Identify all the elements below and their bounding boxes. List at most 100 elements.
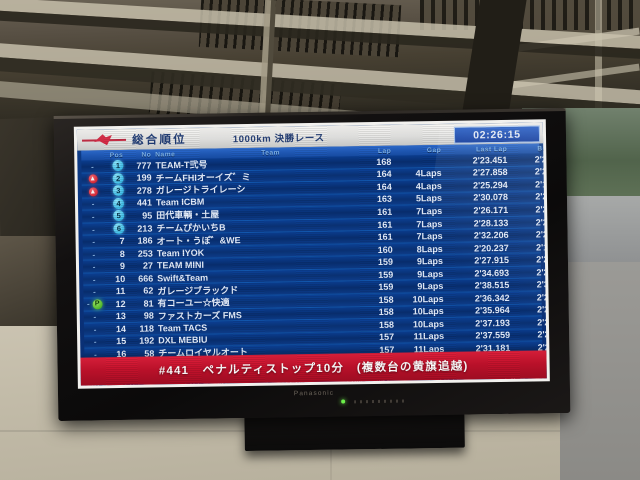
penalty-message: ペナルティストップ10分 (複数台の黄旗追越) bbox=[202, 360, 469, 377]
cell-pos: 14 bbox=[115, 323, 127, 334]
cell-team bbox=[263, 262, 359, 264]
row-indicator bbox=[82, 174, 104, 184]
cell-car-number: 666 bbox=[138, 273, 154, 284]
tv-control-buttons[interactable] bbox=[354, 399, 407, 404]
col-head-last-lap: Last Lap bbox=[476, 145, 508, 153]
col-head-best-lap: Best Lap bbox=[537, 144, 547, 152]
power-led-icon bbox=[341, 399, 346, 404]
cell-car-number: 186 bbox=[137, 235, 153, 246]
cell-pos: 4 bbox=[104, 197, 125, 210]
cell-pos: 5 bbox=[104, 210, 125, 222]
cell-team bbox=[262, 175, 358, 177]
cell-lap: 157 bbox=[379, 332, 395, 343]
position-badge: 2 bbox=[112, 172, 124, 184]
cell-last-lap: 2'27.858 bbox=[472, 167, 508, 178]
cell-car-number: 278 bbox=[136, 185, 152, 196]
cell-best-lap: 2'24.716 bbox=[536, 304, 547, 315]
cell-car-number: 95 bbox=[142, 210, 153, 221]
cell-car-number: 777 bbox=[136, 160, 152, 171]
cell-gap: 8Laps bbox=[416, 243, 443, 254]
race-subtitle: 1000km 決勝レース bbox=[232, 132, 325, 145]
position-badge: 3 bbox=[112, 185, 124, 197]
cell-lap: 161 bbox=[377, 206, 393, 217]
cell-entrant-name: Swift&Team bbox=[157, 272, 209, 284]
cell-pos: 8 bbox=[119, 248, 125, 259]
col-head-team: Team bbox=[261, 148, 281, 157]
cell-lap: 161 bbox=[377, 231, 393, 243]
cell-gap: 10Laps bbox=[412, 293, 444, 305]
penalty-car-number: #441 bbox=[158, 364, 190, 378]
cell-car-number: 199 bbox=[136, 172, 152, 184]
cell-pos: 11 bbox=[115, 286, 126, 297]
cell-last-lap: 2'37.193 bbox=[475, 317, 511, 329]
cell-best-lap: 2'25.082 bbox=[536, 291, 547, 303]
cell-car-number: 441 bbox=[136, 197, 153, 209]
cell-best-lap: 2'24.863 bbox=[535, 203, 547, 215]
cell-lap: 159 bbox=[378, 281, 394, 293]
cell-car-number: 213 bbox=[137, 223, 153, 234]
cell-last-lap: 2'25.294 bbox=[473, 179, 508, 191]
cell-best-lap: 2'23.051 bbox=[536, 266, 547, 278]
cell-pos: 6 bbox=[104, 222, 125, 235]
cell-best-lap: 2'18.592 bbox=[535, 178, 547, 190]
cell-lap: 164 bbox=[376, 181, 392, 192]
cell-entrant-name: オート・うぽ゛&WE bbox=[156, 234, 241, 246]
cell-gap: 4Laps bbox=[415, 180, 442, 192]
row-indicator: - bbox=[93, 337, 97, 347]
screen-frame: 総合順位 1000km 決勝レース 02:26:15 Pos No Name T… bbox=[73, 119, 550, 389]
cell-lap: 159 bbox=[378, 269, 394, 280]
cell-pos: 12 bbox=[115, 298, 126, 309]
cell-team bbox=[262, 200, 358, 202]
cell-pos: 10 bbox=[115, 273, 126, 284]
cell-car-number: 62 bbox=[143, 285, 154, 296]
television: Panasonic 総合順位 1000km 決勝レース 02:26:15 bbox=[53, 107, 571, 452]
cell-lap: 158 bbox=[378, 294, 394, 305]
row-indicator: - bbox=[91, 162, 94, 172]
cell-best-lap: 2'28.558 bbox=[537, 329, 547, 340]
cell-gap: 10Laps bbox=[412, 318, 445, 330]
cell-entrant-name: ガレージトライレーシ bbox=[155, 184, 246, 196]
cell-team bbox=[263, 250, 359, 252]
cell-car-number: 98 bbox=[143, 310, 154, 321]
cell-last-lap: 2'26.171 bbox=[473, 204, 509, 216]
position-gain-icon bbox=[88, 174, 98, 184]
cell-lap: 158 bbox=[378, 307, 394, 318]
cell-lap: 160 bbox=[377, 244, 393, 255]
cell-pos: 2 bbox=[104, 172, 124, 184]
cell-best-lap: 2'22.909 bbox=[535, 191, 547, 202]
cell-team bbox=[264, 338, 360, 340]
cell-lap: 158 bbox=[378, 319, 395, 330]
ceiling-grid-vertical bbox=[595, 0, 602, 120]
cell-lap: 168 bbox=[376, 156, 392, 167]
cell-gap: 7Laps bbox=[416, 205, 443, 217]
cell-lap: 164 bbox=[376, 169, 392, 180]
cell-team bbox=[264, 313, 360, 315]
cell-team bbox=[262, 187, 358, 189]
cell-team bbox=[264, 350, 360, 352]
position-badge: 4 bbox=[112, 197, 125, 210]
row-indicator: - bbox=[93, 312, 97, 322]
row-indicator: - bbox=[92, 262, 96, 272]
cell-team bbox=[263, 275, 359, 277]
cell-entrant-name: Team IYOK bbox=[156, 247, 205, 259]
race-clock: 02:26:15 bbox=[453, 125, 541, 144]
cell-gap: 9Laps bbox=[417, 281, 444, 292]
cell-team bbox=[264, 300, 360, 302]
cell-last-lap: 2'23.451 bbox=[472, 154, 508, 166]
cell-entrant-name: TEAM MINI bbox=[156, 259, 205, 271]
cell-car-number: 118 bbox=[139, 323, 155, 334]
cell-gap bbox=[391, 161, 445, 162]
row-indicator: - bbox=[91, 199, 95, 209]
timing-screen: 総合順位 1000km 決勝レース 02:26:15 Pos No Name T… bbox=[76, 122, 547, 386]
row-indicator: - bbox=[93, 325, 97, 335]
cell-pos: 15 bbox=[116, 336, 127, 347]
cell-car-number: 253 bbox=[137, 248, 153, 259]
row-indicator: - bbox=[92, 287, 96, 297]
cell-team bbox=[262, 212, 358, 214]
cell-gap: 10Laps bbox=[412, 306, 444, 317]
cell-team bbox=[261, 162, 357, 164]
series-logo-mark bbox=[82, 133, 127, 147]
cell-gap: 7Laps bbox=[416, 230, 443, 242]
row-indicator bbox=[82, 186, 104, 197]
cell-pos: 7 bbox=[119, 235, 125, 247]
